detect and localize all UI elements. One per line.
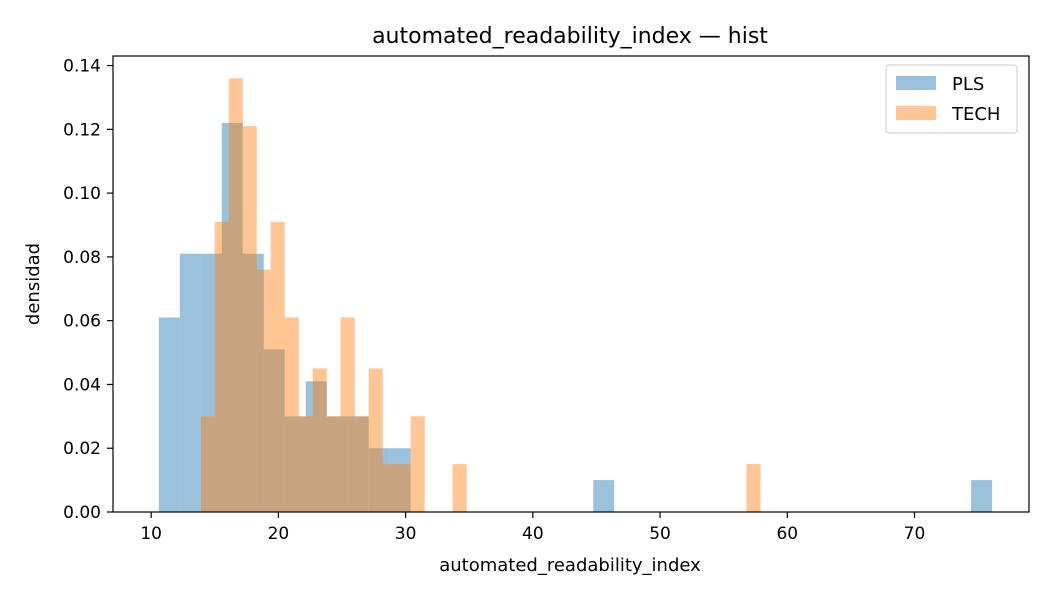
bar-pls-0 [158,317,180,512]
bar-tech-5 [270,221,285,512]
bar-tech-13 [382,464,397,512]
x-tick-label: 40 [522,524,544,544]
y-tick-label: 0.00 [63,503,101,523]
bar-tech-12 [368,368,383,512]
bar-tech-9 [326,416,341,512]
x-tick-label: 30 [395,524,417,544]
x-tick-label: 20 [268,524,290,544]
legend-frame [885,64,1018,134]
bar-tech-0 [200,416,215,512]
plot-frame [112,55,1030,513]
bar-tech-7 [298,416,313,512]
bar-tech-10 [340,317,355,512]
y-tick-label: 0.04 [63,375,101,395]
bar-pls-2 [200,253,222,512]
y-tick-label: 0.06 [63,312,101,332]
bar-tech-17 [746,464,761,512]
bar-pls-7 [305,381,327,512]
bar-tech-3 [242,126,257,513]
bar-tech-8 [312,368,327,512]
legend-label-pls: PLS [952,74,984,95]
bar-tech-15 [410,416,425,512]
x-tick-label: 70 [904,524,926,544]
y-tick-label: 0.08 [63,248,101,268]
y-axis-title: densidad [23,243,44,325]
x-tick-label: 60 [776,524,798,544]
bar-pls-1 [179,253,201,512]
bar-tech-14 [396,464,411,512]
x-tick-label: 10 [140,524,162,544]
bar-tech-2 [228,78,243,512]
x-tick-label: 50 [649,524,671,544]
bar-pls-13 [971,480,993,512]
bar-pls-5 [263,349,285,512]
bar-tech-1 [214,221,229,512]
bar-pls-10 [368,448,390,512]
bar-tech-6 [284,317,299,512]
y-tick-label: 0.02 [63,439,101,459]
bar-pls-9 [347,416,369,512]
bar-tech-16 [452,464,467,512]
y-axis-ticks: 0.00 0.02 0.04 0.06 0.08 0.10 0.12 0.14 [63,57,113,523]
bar-pls-6 [284,416,306,512]
x-axis-ticks: 10 20 30 40 50 60 70 [140,512,925,544]
legend-label-tech: TECH [951,104,1000,125]
histogram-bars [158,78,993,513]
y-tick-label: 0.14 [63,57,101,77]
y-tick-label: 0.12 [63,120,101,140]
bar-pls-12 [593,480,615,512]
bar-pls-8 [326,416,348,512]
y-tick-label: 0.10 [63,184,101,204]
bar-pls-3 [221,122,243,512]
bar-pls-11 [389,448,411,512]
x-axis-title: automated_readability_index [439,555,701,576]
bar-pls-4 [242,253,264,512]
legend-swatch-tech [896,106,936,120]
chart-title: automated_readability_index — hist [372,24,768,49]
legend: PLS TECH [885,64,1018,134]
bar-tech-11 [354,416,369,512]
bar-tech-4 [256,269,271,512]
legend-swatch-pls [896,76,936,90]
